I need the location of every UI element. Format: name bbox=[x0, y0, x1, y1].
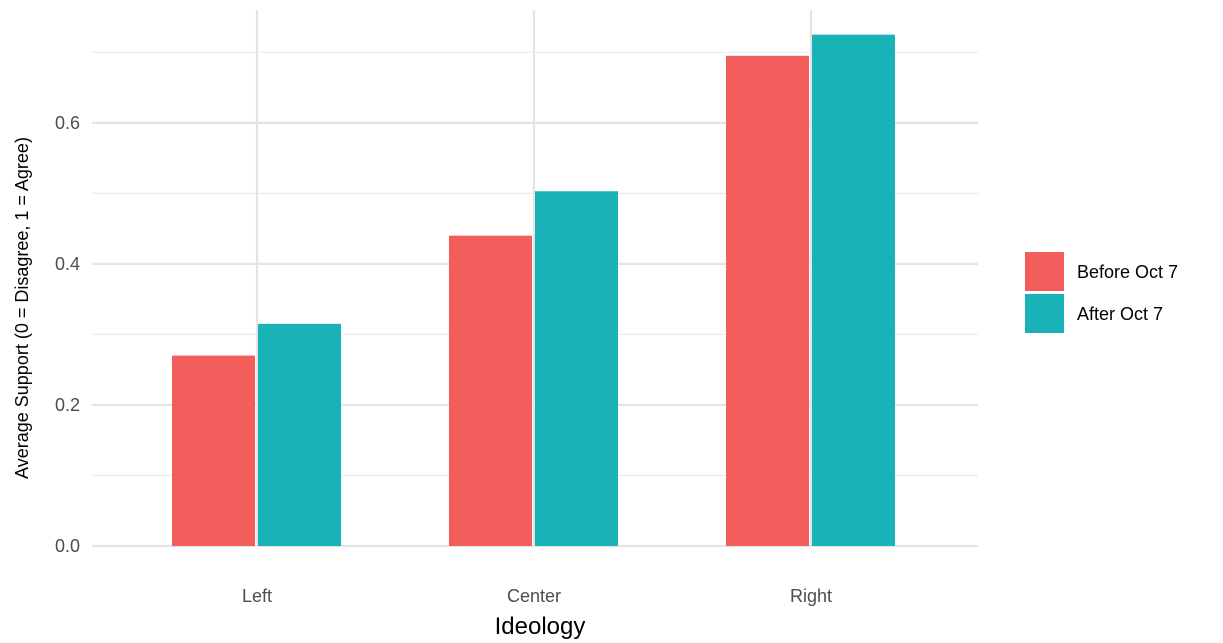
legend-label-after: After Oct 7 bbox=[1077, 304, 1163, 324]
x-tick-label: Right bbox=[790, 586, 832, 606]
y-axis-title: Average Support (0 = Disagree, 1 = Agree… bbox=[12, 137, 32, 479]
y-axis-ticks: 0.0 0.2 0.4 0.6 bbox=[55, 113, 80, 556]
y-tick-label: 0.6 bbox=[55, 113, 80, 133]
legend-label-before: Before Oct 7 bbox=[1077, 262, 1178, 282]
bar-after-center bbox=[535, 191, 618, 546]
y-tick-label: 0.0 bbox=[55, 536, 80, 556]
bar-before-center bbox=[449, 235, 532, 546]
legend: Before Oct 7 After Oct 7 bbox=[1025, 252, 1178, 333]
x-tick-label: Left bbox=[242, 586, 272, 606]
y-tick-label: 0.2 bbox=[55, 395, 80, 415]
legend-swatch-after bbox=[1025, 294, 1064, 333]
bars bbox=[172, 34, 895, 547]
bar-before-left bbox=[172, 355, 255, 546]
legend-swatch-before bbox=[1025, 252, 1064, 291]
x-axis-title: Ideology bbox=[495, 613, 586, 640]
x-axis-ticks: Left Center Right bbox=[242, 586, 832, 606]
x-tick-label: Center bbox=[507, 586, 561, 606]
bar-after-right bbox=[812, 34, 895, 547]
bar-after-left bbox=[258, 323, 341, 546]
y-tick-label: 0.4 bbox=[55, 254, 80, 274]
bar-before-right bbox=[726, 55, 809, 547]
